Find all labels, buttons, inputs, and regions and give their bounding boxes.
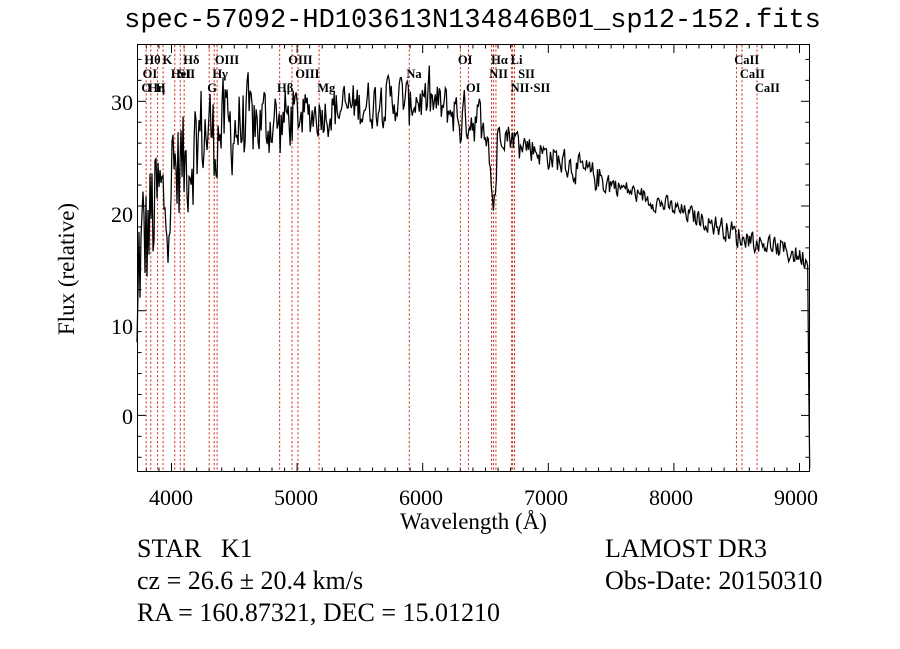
- svg-text:SII: SII: [518, 67, 535, 81]
- svg-text:CaII: CaII: [740, 67, 765, 81]
- svg-text:OIII: OIII: [295, 67, 319, 81]
- svg-text:Li: Li: [511, 53, 523, 67]
- svg-text:OIII: OIII: [215, 53, 239, 67]
- svg-text:OI: OI: [458, 53, 473, 67]
- svg-text:NII: NII: [489, 67, 508, 81]
- svg-text:Mg: Mg: [317, 81, 336, 95]
- svg-text:K: K: [162, 53, 172, 67]
- svg-text:OI: OI: [143, 67, 158, 81]
- svg-text:CaII: CaII: [755, 81, 780, 95]
- svg-text:OIII: OIII: [288, 53, 312, 67]
- svg-text:Hβ: Hβ: [277, 81, 294, 95]
- svg-text:NII·SII: NII·SII: [511, 81, 551, 95]
- svg-text:Hθ: Hθ: [144, 53, 160, 67]
- svg-text:G: G: [207, 81, 217, 95]
- svg-text:SII: SII: [178, 67, 195, 81]
- svg-text:OI: OI: [466, 81, 481, 95]
- svg-text:Hδ: Hδ: [183, 53, 200, 67]
- svg-text:Hα: Hα: [491, 53, 508, 67]
- svg-text:Hγ: Hγ: [212, 67, 228, 81]
- svg-text:CaII: CaII: [734, 53, 759, 67]
- svg-text:Na: Na: [406, 67, 422, 81]
- svg-text:H: H: [156, 81, 166, 95]
